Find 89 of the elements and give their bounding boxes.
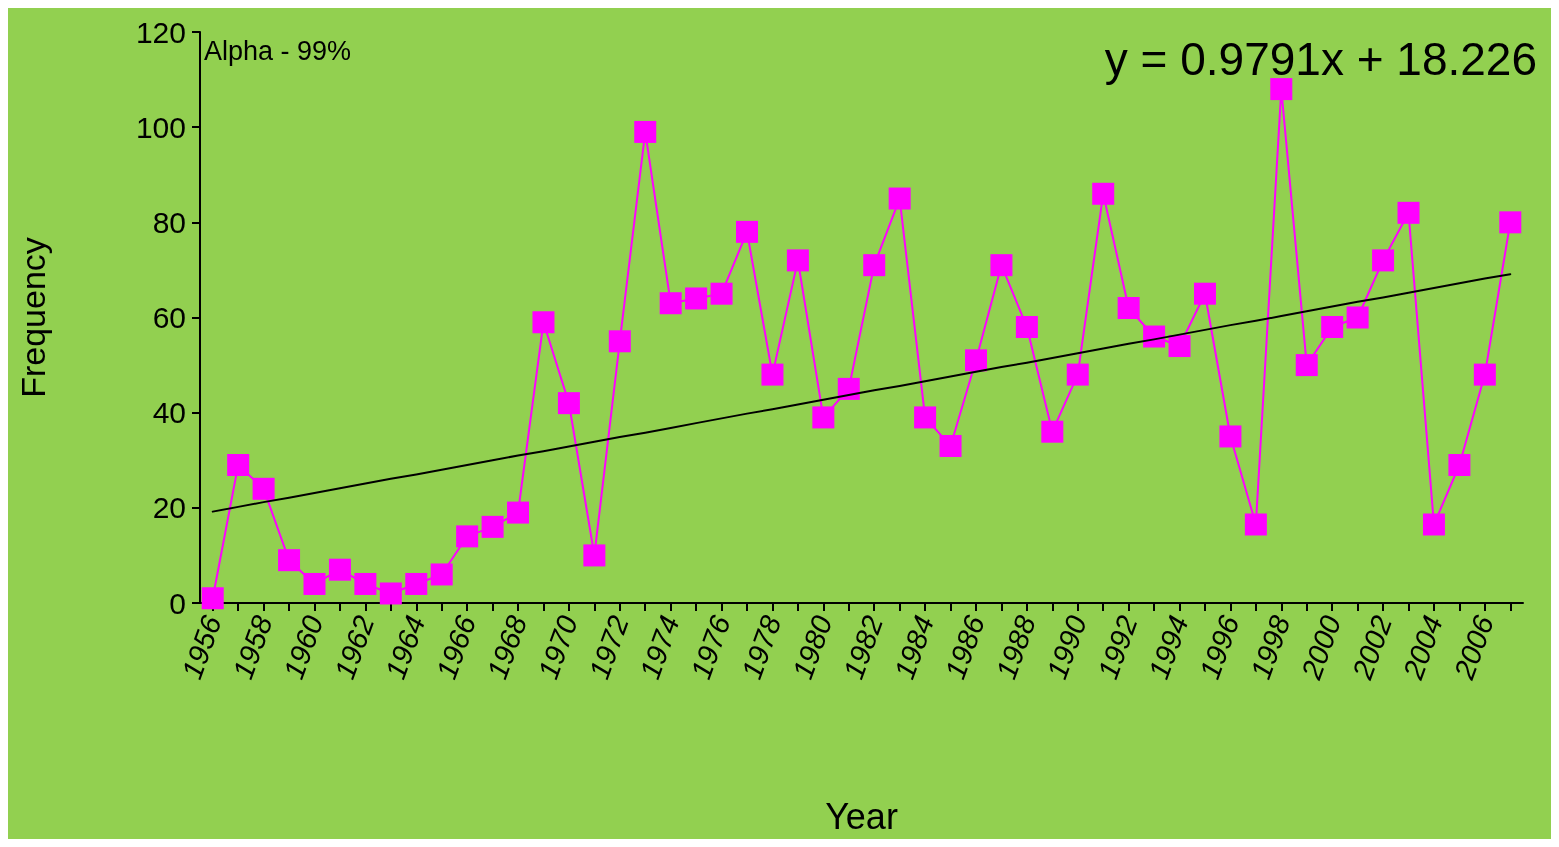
point [405,572,428,595]
point [583,544,606,567]
point [201,587,224,610]
point [1397,201,1420,224]
point [939,434,962,457]
point [1295,354,1318,377]
point [1270,78,1293,101]
point [1117,296,1140,319]
point [1473,363,1496,386]
point [685,287,708,310]
point [634,120,657,143]
x-tick-label: 1970 [531,611,584,684]
x-tick-label: 1982 [837,611,890,684]
point [227,454,250,477]
x-tick-label: 2000 [1294,611,1348,685]
y-tick-label: 80 [152,205,186,239]
point [608,330,631,353]
point [1219,425,1242,448]
annotation: y = 0.9791x + 18.226 [1104,33,1538,85]
x-tick-label: 2006 [1447,610,1501,685]
point [328,558,351,581]
x-tick-label: 1976 [684,610,737,684]
y-tick-label: 20 [152,491,186,525]
point [990,254,1013,277]
x-axis-title: Year [825,795,898,837]
y-axis-title: Frequency [14,237,52,398]
point [430,563,453,586]
point [1499,211,1522,234]
y-tick-label: 60 [152,301,186,334]
point [481,515,504,538]
point [252,477,275,500]
x-tick-label: 1998 [1244,611,1297,684]
point [1168,335,1191,358]
x-tick-label: 1986 [938,610,992,684]
point [888,187,911,210]
x-tick-label: 1978 [735,611,788,684]
x-tick-label: 1980 [786,611,839,684]
point [557,392,580,415]
point [812,406,835,429]
x-tick-label: 1988 [989,611,1042,684]
point [532,311,555,334]
point [1244,513,1267,536]
point [837,377,860,400]
x-tick-label: 1968 [480,611,534,684]
point [1041,420,1064,443]
point [379,582,402,605]
point [761,363,784,386]
point [507,501,530,524]
line-series [211,273,1512,513]
x-tick-label: 1994 [1142,611,1195,684]
x-tick-label: 2002 [1345,611,1399,685]
point [659,292,682,315]
point [964,349,987,372]
point [786,249,809,272]
point [914,406,937,429]
point [1422,513,1445,536]
y-tick-label: 100 [135,110,186,144]
point [456,525,479,548]
point [1372,249,1395,272]
point [278,549,301,572]
point [1066,363,1089,386]
x-tick-label: 1996 [1193,610,1246,684]
point [1015,316,1038,339]
point [1346,306,1369,329]
x-tick-label: 1972 [582,611,635,684]
x-tick-label: 1974 [633,611,686,684]
point [736,220,759,243]
y-tick-label: 40 [152,396,186,430]
x-tick-label: 2004 [1396,611,1449,685]
x-tick-label: 1966 [430,610,483,684]
x-tick-label: 1984 [888,611,941,684]
y-tick-label: 0 [169,586,186,620]
point [1321,316,1344,339]
y-tick-label: 120 [135,15,186,49]
annotation: Alpha - 99% [204,35,352,66]
x-tick-label: 1964 [379,611,432,684]
point [354,572,377,595]
x-tick-label: 1990 [1040,611,1093,684]
x-tick-label: 1962 [328,611,381,684]
point [303,572,326,595]
x-tick-label: 1960 [277,611,330,684]
x-tick-label: 1958 [226,611,279,684]
point [1143,325,1166,348]
point [710,282,733,305]
point [1092,182,1115,205]
point [1448,454,1471,477]
x-tick-label: 1992 [1091,611,1144,684]
point [863,254,886,277]
point [1193,282,1216,305]
